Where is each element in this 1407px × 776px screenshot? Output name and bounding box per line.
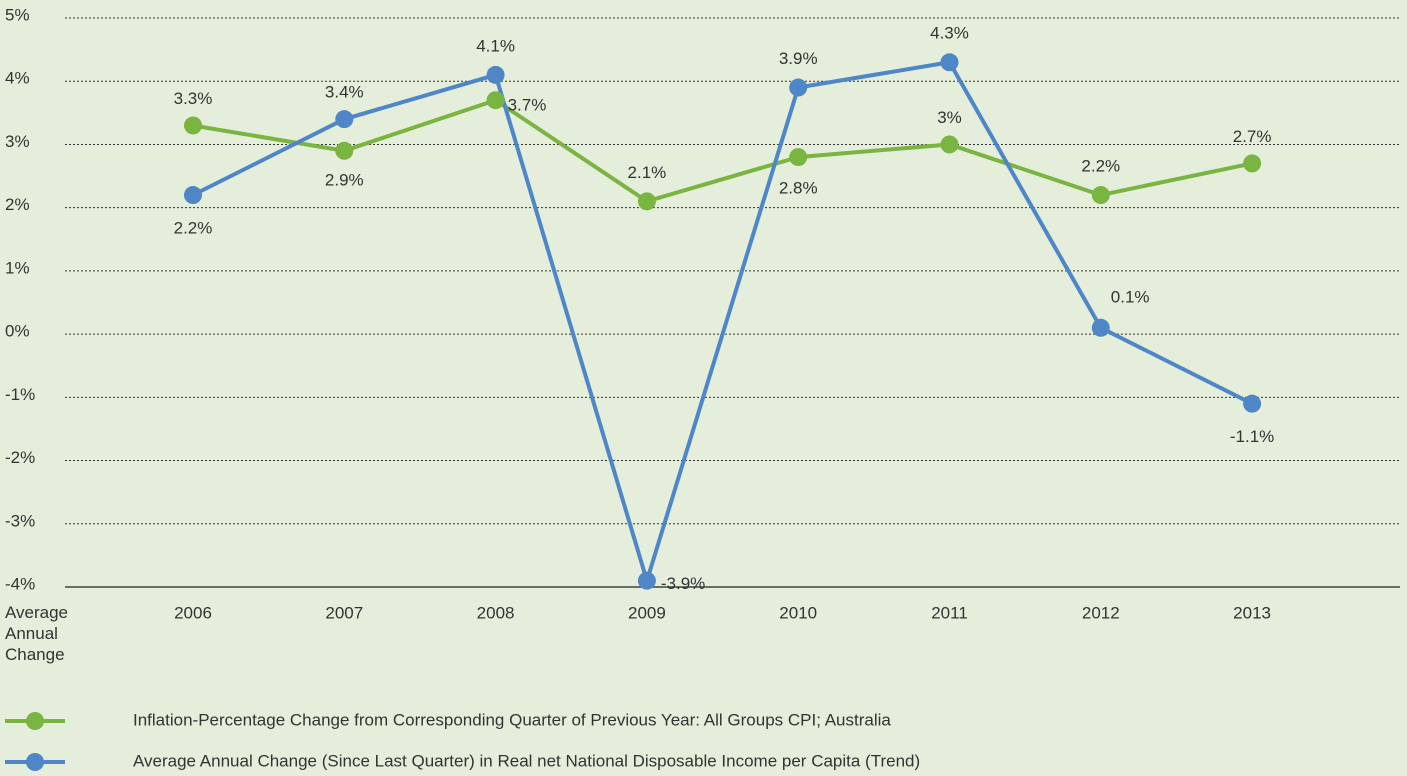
x-tick-label: 2008 — [477, 603, 515, 622]
data-point — [789, 148, 808, 167]
data-label: 3.4% — [325, 83, 364, 102]
data-point — [940, 135, 959, 154]
x-tick-label: 2012 — [1082, 603, 1120, 622]
data-point — [486, 65, 505, 84]
data-point — [637, 192, 656, 211]
data-point — [335, 141, 354, 160]
data-label: 3.7% — [508, 96, 547, 115]
y-tick-label: 1% — [5, 258, 30, 277]
data-point — [486, 91, 505, 110]
series-line — [192, 97, 1253, 204]
x-tick-label: 2013 — [1233, 603, 1271, 622]
data-point — [789, 78, 808, 97]
data-label: -1.1% — [1230, 427, 1274, 446]
data-point — [637, 571, 656, 590]
x-tick-label: 2006 — [174, 603, 212, 622]
x-axis-label-line: Change — [5, 645, 65, 664]
x-axis-label-line: Annual — [5, 624, 58, 643]
x-tick-label: 2010 — [779, 603, 817, 622]
data-label: -3.9% — [661, 574, 705, 593]
data-label: 4.3% — [930, 24, 969, 43]
legend-label: Average Annual Change (Since Last Quarte… — [133, 751, 920, 770]
y-tick-label: 4% — [5, 69, 30, 88]
y-tick-label: 3% — [5, 132, 30, 151]
data-label: 2.7% — [1233, 127, 1272, 146]
y-tick-label: -2% — [5, 448, 35, 467]
data-point — [1091, 318, 1110, 337]
data-label: 0.1% — [1111, 287, 1150, 306]
y-tick-label: 2% — [5, 195, 30, 214]
y-tick-label: 5% — [5, 5, 30, 24]
data-point — [335, 110, 354, 129]
x-axis-label-line: Average — [5, 603, 68, 622]
data-label: 2.8% — [779, 179, 818, 198]
data-point — [940, 53, 959, 72]
legend-marker — [26, 712, 44, 730]
data-point — [184, 186, 202, 205]
data-point — [1243, 394, 1262, 413]
x-tick-label: 2011 — [931, 603, 968, 622]
y-tick-label: -1% — [5, 385, 35, 404]
data-label: 4.1% — [476, 36, 515, 55]
data-point — [1091, 186, 1110, 205]
series-line — [192, 60, 1253, 588]
data-label: 2.2% — [1081, 157, 1120, 176]
x-tick-label: 2009 — [628, 603, 666, 622]
data-label: 3.3% — [174, 89, 213, 108]
data-label: 2.1% — [628, 163, 667, 182]
data-label: 3.9% — [779, 49, 818, 68]
data-label: 2.2% — [174, 219, 213, 238]
x-tick-label: 2007 — [325, 603, 363, 622]
data-point — [1243, 154, 1262, 173]
data-point — [184, 116, 202, 135]
legend-marker — [26, 753, 44, 771]
x-axis-label: Average Annual Change — [5, 603, 68, 664]
data-label: 2.9% — [325, 170, 364, 189]
legend-label: Inflation-Percentage Change from Corresp… — [133, 710, 891, 729]
y-tick-label: -3% — [5, 511, 35, 530]
y-tick-label: -4% — [5, 574, 35, 593]
y-tick-label: 0% — [5, 322, 30, 341]
data-label: 3% — [937, 108, 962, 127]
